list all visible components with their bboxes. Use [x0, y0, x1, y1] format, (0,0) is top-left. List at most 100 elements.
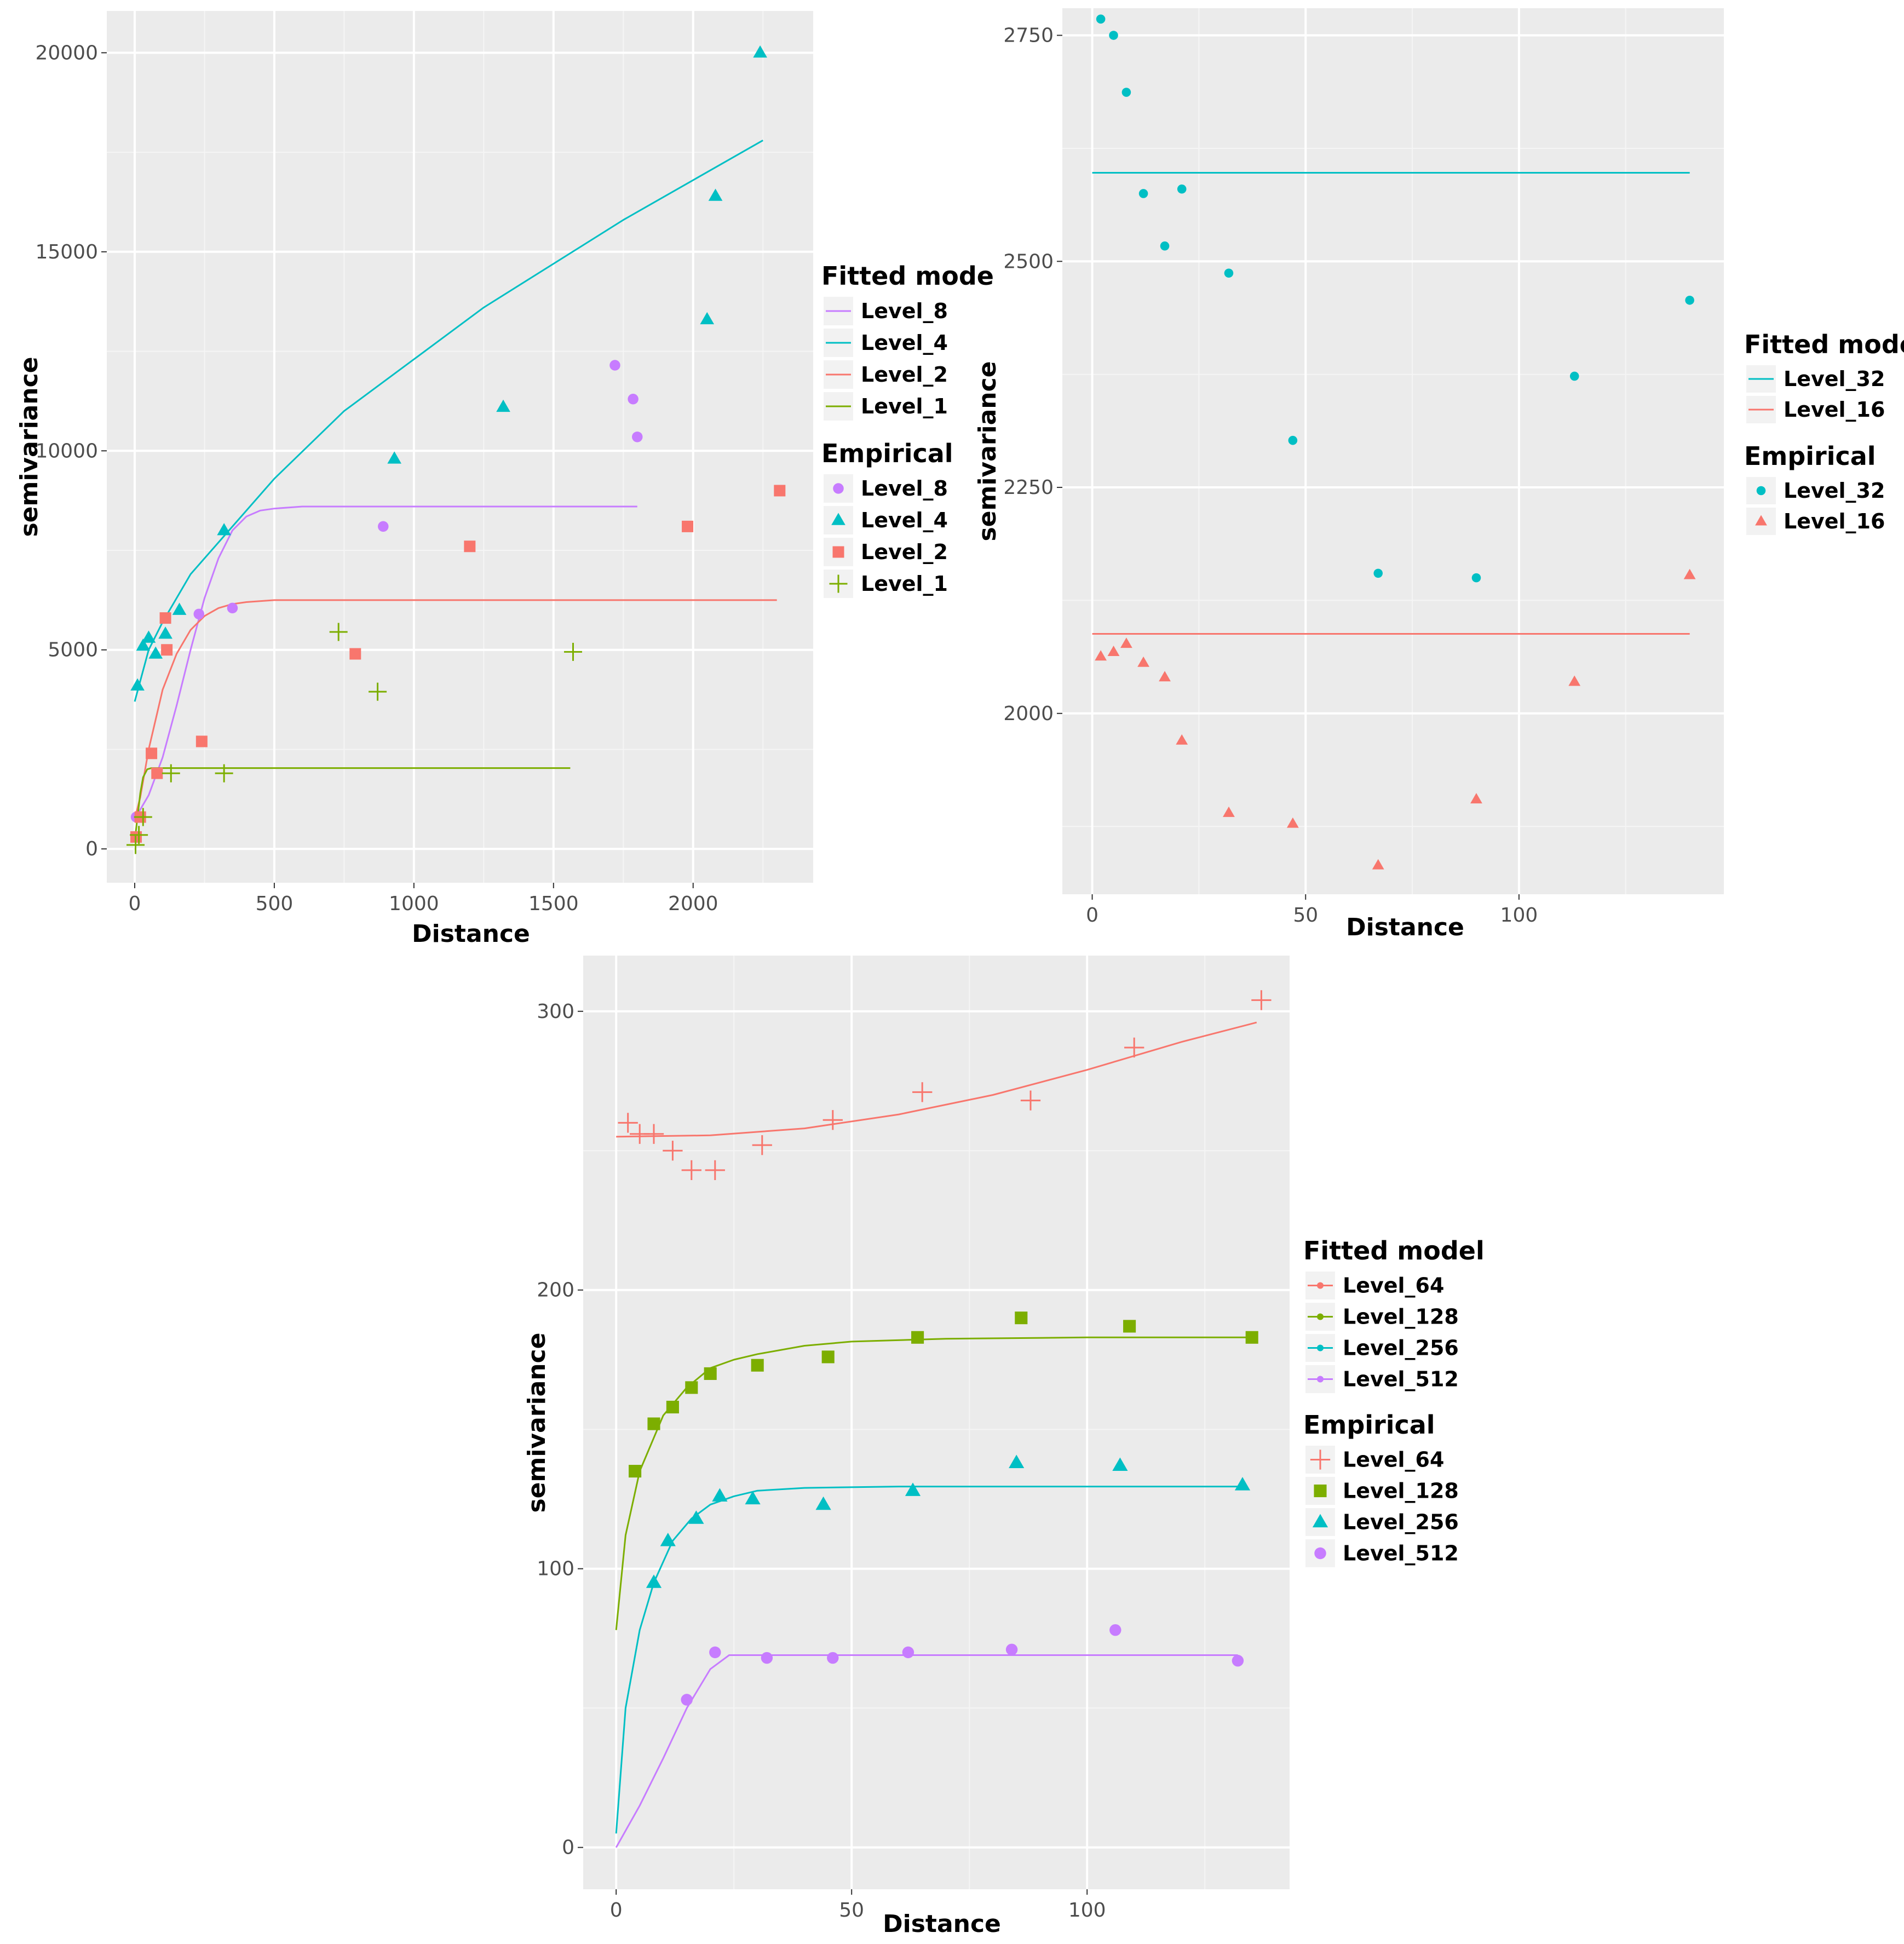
data-point-level-256 — [1112, 1457, 1128, 1471]
legend-title-empirical: Empirical — [821, 439, 953, 468]
legend-line-point-key — [1317, 1344, 1324, 1351]
legend-label-fitted: Level_1 — [861, 394, 948, 418]
panel-2-fitted-lines — [1092, 172, 1690, 635]
legend-label-empirical: Level_32 — [1784, 479, 1885, 503]
data-point-level-8 — [628, 394, 638, 405]
data-point-level-4 — [708, 188, 723, 201]
data-point-level-4 — [496, 399, 510, 412]
data-point-level-16 — [1470, 793, 1482, 804]
y-tick-label: 5000 — [48, 639, 98, 662]
panel-3-axes: 0 50 100 0 100 200 300 — [537, 1000, 1106, 1922]
legend-label-fitted: Level_2 — [861, 363, 948, 387]
x-tick-label: 2000 — [668, 893, 718, 915]
data-point-level-32 — [1177, 184, 1187, 194]
data-point-level-16 — [1120, 637, 1132, 648]
y-tick-label: 2500 — [1003, 250, 1054, 273]
x-tick-label: 100 — [1500, 904, 1538, 927]
legend-label-empirical: Level_1 — [861, 572, 948, 596]
data-point-level-4 — [136, 638, 151, 651]
data-point-level-1 — [162, 764, 180, 783]
data-point-level-32 — [1288, 435, 1298, 445]
data-point-level-32 — [1569, 371, 1579, 381]
data-point-level-4 — [130, 678, 145, 691]
panel-2-empirical-points — [1095, 14, 1696, 870]
data-point-level-4 — [141, 630, 156, 643]
panel-1-gridlines — [107, 11, 813, 883]
data-point-level-32 — [1224, 268, 1234, 278]
legend-point-key — [1312, 1514, 1328, 1528]
y-tick-label: 200 — [537, 1279, 574, 1302]
legend-label-empirical: Level_64 — [1343, 1448, 1444, 1472]
legend-label-empirical: Level_8 — [861, 476, 948, 501]
panel-2-axes: 0 50 100 2000 2250 2500 2750 — [1003, 25, 1538, 927]
data-point-level-128 — [1015, 1312, 1028, 1325]
y-tick-label: 10000 — [35, 440, 98, 462]
data-point-level-1 — [564, 642, 582, 661]
data-point-level-8 — [227, 602, 238, 614]
data-point-level-32 — [1121, 88, 1131, 97]
data-point-level-64 — [1020, 1090, 1041, 1111]
y-tick-label: 100 — [537, 1558, 574, 1580]
legend-line-point-key — [1317, 1313, 1324, 1320]
data-point-level-256 — [745, 1491, 761, 1505]
x-tick-label: 0 — [610, 1899, 623, 1922]
data-point-level-16 — [1372, 859, 1384, 870]
data-point-level-64 — [663, 1141, 683, 1161]
data-point-level-64 — [822, 1110, 843, 1130]
data-point-level-512 — [1109, 1624, 1121, 1636]
data-point-level-64 — [1124, 1037, 1144, 1058]
data-point-level-32 — [1138, 189, 1148, 198]
data-point-level-512 — [827, 1652, 839, 1664]
data-point-level-16 — [1107, 646, 1120, 656]
data-point-level-64 — [618, 1113, 638, 1133]
data-point-level-16 — [1568, 675, 1581, 686]
data-point-level-128 — [751, 1359, 764, 1372]
data-point-level-8 — [632, 432, 643, 442]
legend-point-key — [832, 546, 844, 558]
data-point-level-512 — [1232, 1654, 1244, 1667]
data-point-level-2 — [195, 735, 208, 747]
data-point-level-4 — [217, 523, 231, 536]
legend-point-key — [833, 483, 844, 494]
data-point-level-1 — [329, 623, 348, 641]
panel-1-empirical-points — [126, 45, 786, 854]
data-point-level-32 — [1096, 14, 1106, 24]
data-point-level-256 — [815, 1496, 831, 1510]
x-tick-label: 0 — [1086, 904, 1098, 927]
data-point-level-16 — [1683, 568, 1696, 579]
data-point-level-128 — [1245, 1331, 1258, 1344]
data-point-level-32 — [1109, 31, 1118, 40]
data-point-level-16 — [1095, 650, 1107, 661]
legend-title-fitted: Fitted model — [1303, 1236, 1485, 1266]
x-tick-label: 1500 — [528, 893, 579, 915]
data-point-level-2 — [159, 612, 171, 624]
data-point-level-1 — [369, 682, 387, 701]
legend-point-key — [831, 513, 845, 525]
panel-3-chart: 0 50 100 0 100 200 300 Distance semivariance F… — [523, 956, 1485, 1938]
panel-2-y-axis-title: semivariance — [974, 361, 1002, 541]
y-tick-label: 20000 — [35, 42, 98, 64]
panel-1-plot-background — [107, 11, 813, 883]
legend-point-key — [1314, 1484, 1327, 1498]
legend-label-fitted: Level_32 — [1784, 367, 1885, 391]
legend-point-key — [1314, 1547, 1326, 1560]
data-point-level-1 — [130, 826, 148, 844]
data-point-level-64 — [681, 1160, 701, 1181]
data-point-level-2 — [146, 747, 158, 760]
data-point-level-2 — [349, 648, 361, 660]
y-tick-label: 0 — [85, 838, 98, 860]
data-point-level-64 — [705, 1160, 725, 1181]
data-point-level-4 — [700, 312, 715, 325]
data-point-level-2 — [464, 540, 476, 553]
data-point-level-256 — [646, 1574, 662, 1588]
data-point-level-128 — [821, 1350, 835, 1364]
data-point-level-64 — [643, 1124, 664, 1144]
x-tick-label: 0 — [129, 893, 141, 915]
data-point-level-16 — [1286, 817, 1299, 828]
data-point-level-4 — [148, 646, 163, 659]
legend-title-fitted: Fitted model — [1744, 330, 1904, 359]
data-point-level-64 — [752, 1135, 772, 1155]
data-point-level-128 — [911, 1331, 924, 1344]
